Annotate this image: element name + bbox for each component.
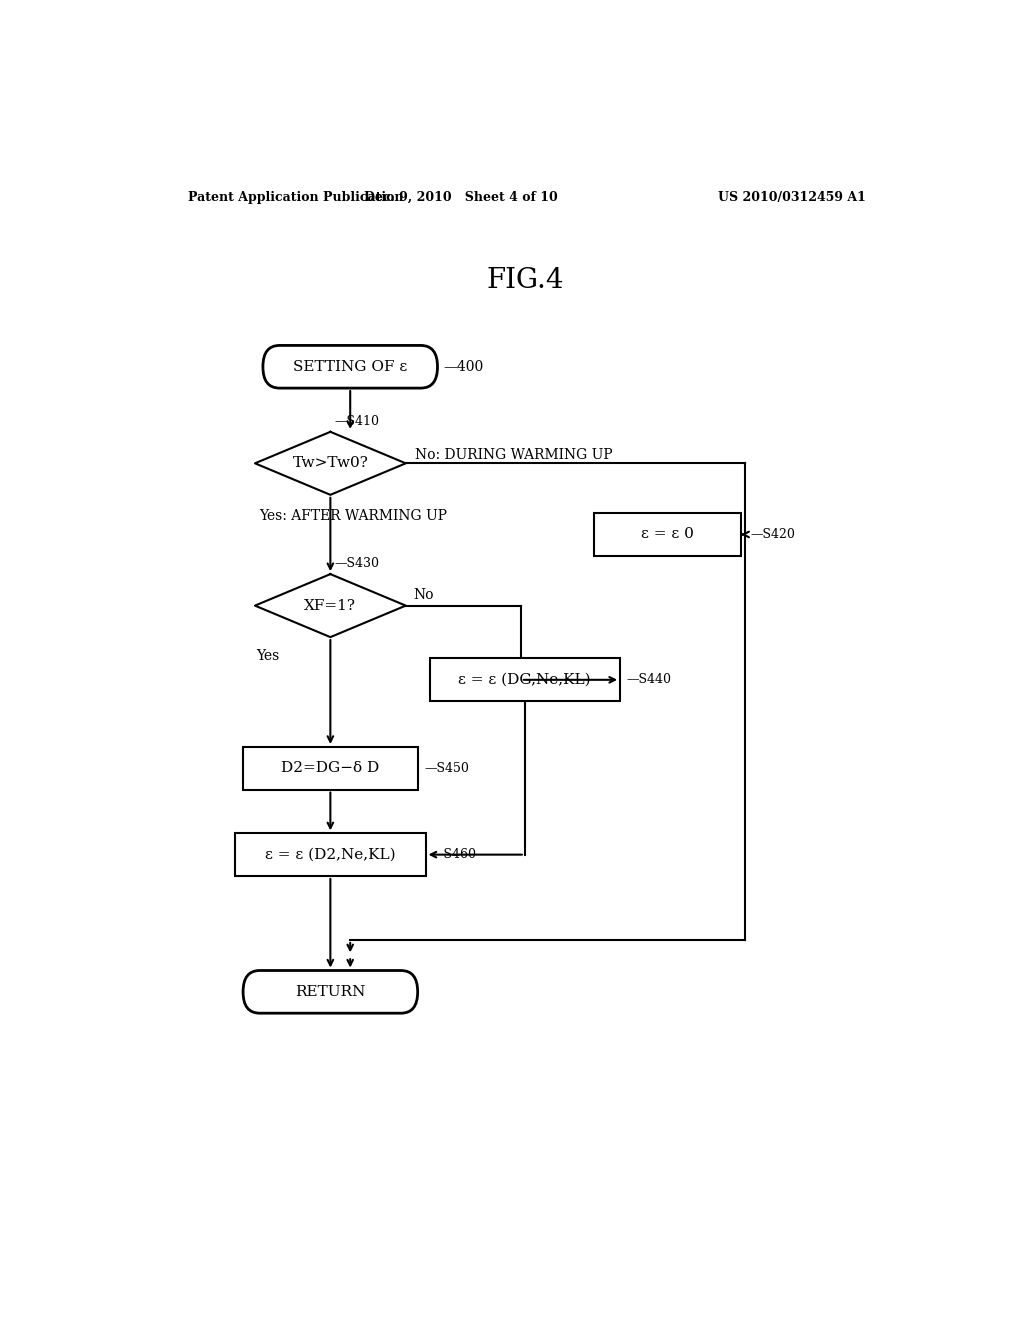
FancyBboxPatch shape (243, 970, 418, 1014)
Text: D2=DG−δ D: D2=DG−δ D (282, 762, 380, 775)
Text: Yes: Yes (257, 649, 280, 664)
Text: —S440: —S440 (627, 673, 672, 686)
Bar (594, 513, 741, 556)
Text: Tw>Tw0?: Tw>Tw0? (293, 457, 369, 470)
Text: FIG.4: FIG.4 (486, 267, 563, 294)
Text: —S410: —S410 (334, 414, 379, 428)
Text: ε = ε 0: ε = ε 0 (641, 528, 694, 541)
Text: US 2010/0312459 A1: US 2010/0312459 A1 (718, 190, 866, 203)
Text: —S420: —S420 (751, 528, 796, 541)
Text: —S460: —S460 (432, 849, 477, 861)
Polygon shape (255, 432, 406, 495)
Text: No: DURING WARMING UP: No: DURING WARMING UP (416, 449, 613, 462)
FancyBboxPatch shape (263, 346, 437, 388)
Text: —400: —400 (443, 360, 484, 374)
Text: —S450: —S450 (424, 762, 469, 775)
Text: Dec. 9, 2010   Sheet 4 of 10: Dec. 9, 2010 Sheet 4 of 10 (365, 190, 558, 203)
Text: XF=1?: XF=1? (304, 598, 356, 612)
Text: Patent Application Publication: Patent Application Publication (187, 190, 403, 203)
Text: No: No (414, 589, 434, 602)
Text: Yes: AFTER WARMING UP: Yes: AFTER WARMING UP (259, 510, 446, 523)
Bar (430, 659, 621, 701)
Text: —S430: —S430 (334, 557, 379, 570)
Polygon shape (255, 574, 406, 638)
Text: SETTING OF ε: SETTING OF ε (293, 360, 408, 374)
Text: ε = ε (D2,Ne,KL): ε = ε (D2,Ne,KL) (265, 847, 395, 862)
Text: RETURN: RETURN (295, 985, 366, 999)
Bar (236, 833, 426, 876)
Bar (243, 747, 418, 789)
Text: ε = ε (DG,Ne,KL): ε = ε (DG,Ne,KL) (459, 673, 591, 686)
